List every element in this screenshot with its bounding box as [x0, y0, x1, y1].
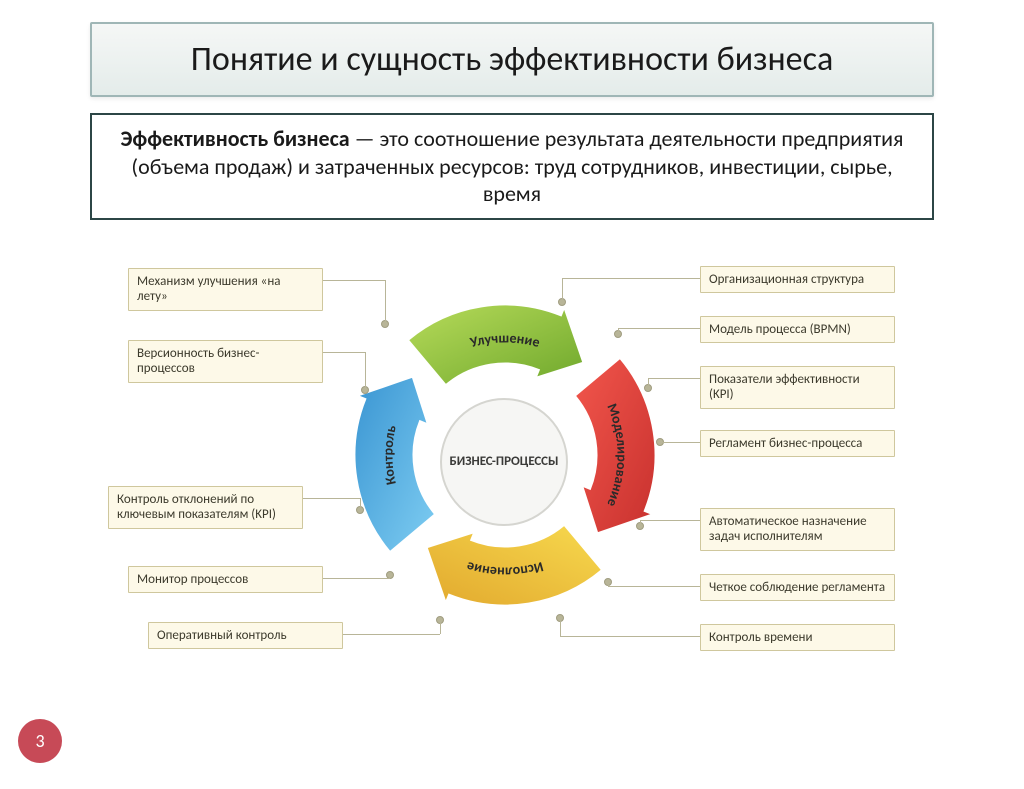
diagram: Улучшение Моделирование Исполнение Контр… — [0, 230, 1024, 710]
connector-line — [303, 498, 360, 499]
connector-line — [360, 498, 361, 510]
callout-box: Автоматическое назначение задач исполнит… — [700, 508, 895, 551]
connector-line — [648, 378, 700, 379]
definition-box: Эффективность бизнеса — это соотношение … — [90, 113, 934, 220]
connector-line — [640, 520, 641, 526]
definition-text: Эффективность бизнеса — это соотношение … — [108, 125, 916, 208]
page-number-badge: 3 — [18, 719, 62, 763]
callout-box: Механизм улучшения «на лету» — [128, 268, 323, 311]
callout-box: Четкое соблюдение регламента — [700, 574, 895, 602]
connector-line — [390, 575, 391, 578]
page-title: Понятие и сущность эффективности бизнеса — [112, 40, 912, 79]
connector-line — [618, 328, 700, 329]
connector-line — [560, 636, 700, 637]
connector-line — [640, 520, 700, 521]
connector-line — [562, 278, 700, 279]
callout-box: Контроль отклонений по ключевым показате… — [108, 486, 303, 529]
connector-line — [608, 586, 700, 587]
definition-bold: Эффективность бизнеса — [121, 125, 350, 152]
connector-line — [660, 442, 700, 443]
callout-box: Контроль времени — [700, 624, 895, 652]
title-box: Понятие и сущность эффективности бизнеса — [90, 22, 934, 97]
connector-line — [323, 578, 390, 579]
connector-line — [648, 378, 649, 388]
connector-line — [560, 618, 561, 636]
callout-box: Монитор процессов — [128, 566, 323, 594]
connector-line — [343, 634, 440, 635]
connector-line — [323, 280, 385, 281]
connector-line — [365, 352, 366, 390]
callout-box: Регламент бизнес-процесса — [700, 430, 895, 458]
connector-line — [618, 328, 619, 334]
callout-box: Организационная структура — [700, 266, 895, 294]
callout-box: Версионность бизнес-процессов — [128, 340, 323, 383]
callout-box: Модель процесса (BPMN) — [700, 316, 895, 344]
connector-line — [323, 352, 365, 353]
connector-line — [562, 278, 563, 302]
connector-line — [440, 620, 441, 634]
center-label: БИЗНЕС-ПРОЦЕССЫ — [440, 398, 568, 526]
callout-box: Оперативный контроль — [148, 622, 343, 650]
connector-line — [608, 582, 609, 586]
callout-box: Показатели эффективности (KPI) — [700, 366, 895, 409]
connector-line — [385, 280, 386, 324]
